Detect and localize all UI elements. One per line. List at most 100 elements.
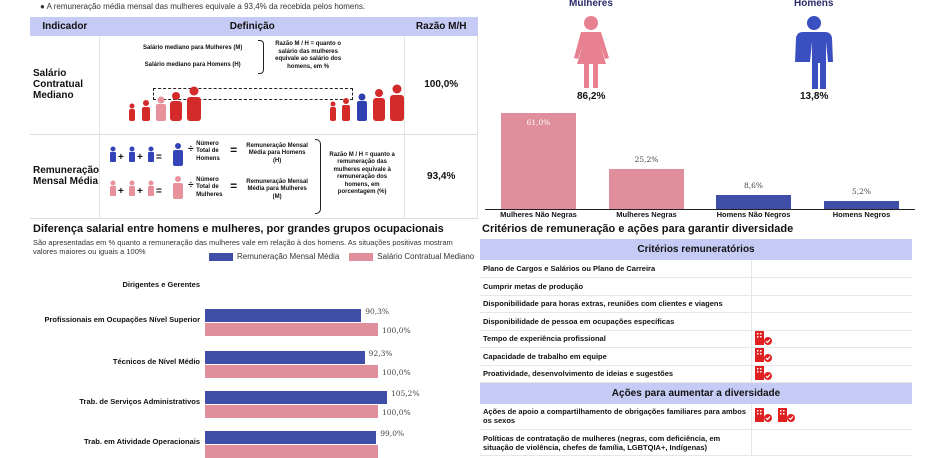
bar-average	[205, 351, 365, 364]
category-label: Trab. em Atividade Operacionais	[83, 437, 200, 446]
bar-median	[205, 445, 378, 458]
result-men-text: Remuneração Mensal Média para Homens (H)	[246, 142, 308, 164]
category-label: Técnicos de Nível Médio	[112, 357, 200, 366]
definition-median: Salário mediano para Mulheres (M) Salári…	[99, 36, 406, 135]
people-lineup-icon	[129, 84, 405, 121]
median-dashed-line	[153, 88, 354, 100]
category-label: Dirigentes e Gerentes	[122, 280, 200, 289]
criteria-row: Tempo de experiência profissional	[480, 330, 912, 348]
bar	[501, 113, 576, 209]
category-label: Trab. de Serviços Administrativos	[79, 397, 200, 406]
brace-icon	[258, 40, 265, 74]
criteria-label: Ações de apoio a compartilhamento de obr…	[480, 403, 751, 430]
criteria-title: Critérios de remuneração e ações para ga…	[482, 223, 794, 235]
bar-value-label: 5,2%	[851, 186, 872, 196]
criteria-icons	[750, 312, 912, 331]
men-label: Homens	[794, 0, 834, 9]
num-women-text: Número Total de Mulheres	[196, 176, 223, 198]
criteria-header: Critérios remuneratórios	[480, 239, 912, 260]
brace-icon	[315, 138, 322, 214]
occupation-bar-chart: Dirigentes e Gerentes Profissionais em Oc…	[0, 270, 480, 458]
category-label: Mulheres Negras	[616, 210, 677, 219]
num-men-text: Número Total de Homens	[196, 140, 220, 162]
criteria-label: Plano de Cargos e Salários ou Plano de C…	[480, 260, 751, 278]
criteria-label: Disponibilidade para horas extras, reuni…	[480, 295, 751, 313]
criteria-table: Critérios remuneratórios Plano de Cargos …	[480, 239, 912, 456]
company-check-icon	[754, 365, 775, 382]
company-check-icon	[754, 408, 775, 424]
median-note: Razão M / H = quanto o salário das mulhe…	[275, 41, 342, 70]
company-check-icon	[777, 408, 798, 424]
category-label: Mulheres Não Negras	[500, 210, 577, 219]
bar-median	[205, 323, 378, 336]
equals-icon: =	[230, 142, 238, 157]
col-razao: Razão M/H	[404, 17, 478, 36]
bar-value-label: 105,2%	[390, 389, 420, 398]
baseline	[485, 209, 915, 210]
svg-text:+: +	[137, 152, 143, 163]
col-definicao: Definição	[99, 17, 405, 36]
bar-average	[205, 309, 362, 322]
criteria-icons	[750, 277, 912, 296]
criteria-label: Disponibilidade de pessoa em ocupações e…	[480, 312, 751, 331]
category-label: Homens Não Negros	[716, 210, 791, 219]
criteria-icons	[750, 260, 912, 278]
legend-swatch-median	[349, 252, 374, 261]
actions-header: Ações para aumentar a diversidade	[480, 382, 912, 404]
bar-value-label: 61,0%	[526, 118, 551, 128]
criteria-row: Disponibilidade para horas extras, reuni…	[480, 295, 912, 313]
bar-value-label: 100,0%	[382, 368, 411, 377]
bar-average	[205, 431, 377, 444]
bar	[824, 200, 899, 209]
man-icon	[795, 16, 833, 89]
bar-value-label: 90,3%	[365, 307, 390, 316]
bar-value-label: 8,6%	[743, 181, 764, 191]
svg-text:=: =	[156, 186, 162, 197]
company-check-icon	[754, 348, 775, 364]
criteria-label: Capacidade de trabalho em equipe	[480, 347, 751, 366]
criteria-label: Tempo de experiência profissional	[480, 330, 751, 348]
criteria-row: Proatividade, desenvolvimento de ideias …	[480, 365, 912, 383]
bar-value-label: 100,0%	[382, 408, 411, 417]
bar-median	[205, 405, 378, 418]
bar-value-label: 25,2%	[634, 155, 659, 165]
criteria-label: Políticas de contratação de mulheres (ne…	[480, 429, 751, 456]
summary-text: A remuneração média mensal das mulheres …	[46, 2, 366, 11]
indicator-name: Salário Contratual Mediano	[30, 36, 101, 135]
average-note: Razão M / H = quanto a remuneração das m…	[329, 151, 395, 196]
svg-text:+: +	[137, 186, 143, 197]
divide-icon: ÷	[188, 179, 194, 191]
bar-average	[205, 391, 387, 404]
median-men-text: Salário mediano para Homens (H)	[144, 62, 241, 68]
ratio-median: 100,0%	[404, 36, 478, 135]
category-label: Profissionais em Ocupações Nível Superio…	[44, 315, 200, 324]
race-gender-bar-chart: 61,0% Mulheres Não Negras 25,2% Mulheres Ne…	[480, 100, 920, 222]
bar-value-label: 99,0%	[380, 429, 405, 438]
col-indicador: Indicador	[30, 17, 100, 36]
bar	[609, 169, 684, 209]
woman-icon	[574, 16, 609, 88]
equals-icon: =	[230, 178, 238, 193]
criteria-row: Plano de Cargos e Salários ou Plano de C…	[480, 260, 912, 278]
bar-value-label: 92,3%	[368, 349, 393, 358]
criteria-row: Ações de apoio a compartilhamento de obr…	[480, 403, 912, 430]
criteria-icons	[750, 365, 912, 383]
criteria-icons	[750, 347, 912, 366]
men-percent: 13,8%	[800, 91, 829, 102]
criteria-row: Políticas de contratação de mulheres (ne…	[480, 429, 912, 456]
criteria-icons	[750, 403, 912, 430]
bar	[716, 195, 791, 209]
ratio-average: 93,4%	[404, 134, 478, 219]
definition-average: + + = + + = ÷ Número Total de Homens = Remune…	[99, 134, 406, 219]
svg-text:+: +	[118, 152, 124, 163]
bar-median	[205, 365, 378, 378]
category-label: Homens Negros	[832, 210, 891, 219]
occupation-title: Diferença salarial entre homens e mulher…	[33, 223, 444, 235]
legend-label-avg: Remuneração Mensal Média	[237, 252, 340, 261]
legend-label-median: Salário Contratual Mediano	[377, 252, 475, 261]
svg-text:+: +	[118, 186, 124, 197]
criteria-row: Cumprir metas de produção	[480, 277, 912, 296]
legend-swatch-avg	[209, 252, 233, 261]
bar-value-label: 100,0%	[382, 326, 411, 335]
women-label: Mulheres	[569, 0, 613, 9]
